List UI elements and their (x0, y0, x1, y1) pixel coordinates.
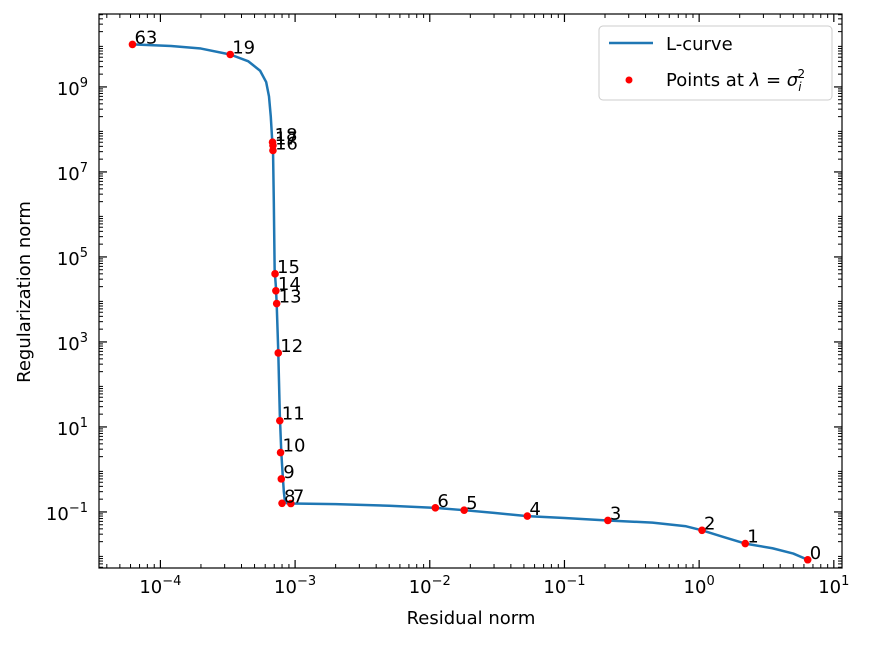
scatter-point-15 (271, 270, 279, 278)
legend-scatter-prefix: Points at (666, 70, 750, 91)
point-label-3: 3 (610, 503, 621, 524)
y-axis-label: Regularization norm (14, 201, 35, 383)
point-label-16: 16 (275, 133, 298, 154)
x-tick-label: 10−4 (139, 574, 181, 598)
y-tick-label: 109 (57, 76, 88, 100)
x-tick-label: 10−3 (274, 574, 316, 598)
x-tick-label: 10−2 (409, 574, 451, 598)
point-label-11: 11 (282, 404, 305, 425)
point-label-19: 19 (232, 37, 255, 58)
point-label-4: 4 (529, 499, 540, 520)
point-label-14: 14 (278, 274, 301, 295)
scatter-point-6 (431, 504, 440, 512)
l-curve-line (132, 43, 809, 561)
point-label-7: 7 (293, 487, 304, 508)
point-label-18: 18 (275, 125, 298, 146)
scatter-point-2 (698, 526, 706, 535)
y-tick-label: 107 (57, 161, 88, 185)
scatter-point-1 (741, 539, 750, 548)
point-label-5: 5 (466, 493, 477, 514)
point-label-63: 63 (134, 27, 157, 48)
x-tick-label: 10−1 (543, 574, 585, 598)
y-tick-label: 105 (57, 246, 88, 270)
point-label-9: 9 (283, 462, 294, 483)
point-label-17: 17 (275, 128, 298, 149)
scatter-point-0 (803, 555, 812, 564)
scatter-point-4 (523, 512, 532, 520)
legend-scatter-math: λ = σ (749, 70, 799, 91)
y-tick-label: 101 (57, 416, 88, 440)
point-label-15: 15 (277, 257, 300, 278)
x-tick-label: 101 (818, 574, 849, 598)
scatter-point-18 (268, 138, 277, 147)
x-tick-label: 100 (684, 574, 715, 598)
point-label-8: 8 (284, 486, 295, 507)
scatter-point-7 (287, 499, 295, 508)
scatter-point-11 (276, 416, 284, 425)
legend-scatter-sup: 2 (798, 67, 806, 81)
legend-scatter-swatch (625, 76, 633, 84)
axes: 10−4 10−3 10−2 10−1 100 10110−110110310510710… (46, 13, 849, 598)
point-label-2: 2 (704, 513, 715, 534)
scatter-point-13 (272, 299, 281, 308)
scatter-point-14 (272, 286, 280, 295)
scatter-point-9 (277, 475, 286, 483)
scatter-point-63 (128, 40, 137, 49)
legend: L-curve Points at λ = σi2 (598, 25, 833, 101)
y-tick-label: 10−1 (46, 501, 88, 525)
legend-scatter-sub: i (798, 80, 802, 94)
legend-line-label: L-curve (666, 34, 733, 55)
point-label-0: 0 (810, 543, 821, 564)
point-label-12: 12 (280, 336, 303, 357)
point-label-13: 13 (279, 287, 302, 308)
point-label-10: 10 (283, 436, 306, 457)
scatter-point-8 (278, 499, 286, 508)
scatter-point-10 (276, 448, 285, 457)
scatter-point-5 (460, 506, 468, 514)
scatter-point-12 (274, 349, 283, 357)
legend-box (598, 25, 833, 101)
point-label-6: 6 (437, 491, 448, 512)
legend-scatter-label: Points at λ = σi2 (666, 67, 805, 94)
scatter-point-3 (604, 516, 612, 525)
x-axis-label: Residual norm (407, 608, 536, 629)
scatter-point-19 (226, 50, 235, 59)
point-label-1: 1 (747, 527, 758, 548)
y-tick-label: 103 (57, 331, 88, 355)
